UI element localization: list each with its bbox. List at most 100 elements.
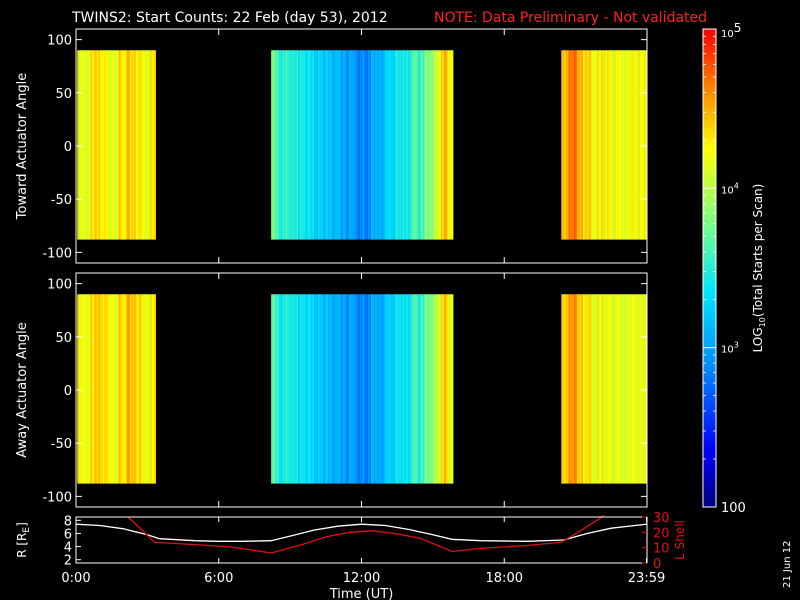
heatmap-column [634, 50, 636, 240]
heatmap-column [629, 294, 632, 484]
heatmap-column [433, 50, 436, 240]
heatmap-column [438, 294, 440, 484]
lshell-line [127, 514, 605, 554]
data-segment [561, 294, 647, 484]
heatmap-column [432, 50, 435, 240]
heatmap-column [449, 294, 452, 484]
heatmap-column [436, 50, 439, 240]
heatmap-column [574, 50, 576, 240]
heatmap-column [382, 50, 385, 240]
heatmap-column [148, 294, 151, 484]
heatmap-column [97, 294, 99, 484]
heatmap-column [572, 50, 575, 240]
heatmap-column [112, 50, 115, 240]
heatmap-column [561, 50, 564, 240]
heatmap-column [378, 50, 380, 240]
y-tick-label: -50 [51, 193, 72, 208]
heatmap-column [446, 50, 449, 240]
heatmap-column [575, 50, 578, 240]
heatmap-column [406, 294, 409, 484]
heatmap-column [288, 50, 290, 240]
heatmap-column [111, 50, 114, 240]
heatmap-column [595, 294, 598, 484]
heatmap-column [281, 50, 283, 240]
heatmap-column [318, 294, 320, 484]
preliminary-note: NOTE: Data Preliminary - Not validated [434, 10, 707, 26]
heatmap-column [289, 50, 292, 240]
heatmap-column [642, 50, 645, 240]
heatmap-column [338, 50, 340, 240]
heatmap-column [443, 50, 446, 240]
heatmap-column [273, 50, 276, 240]
heatmap-column [402, 50, 405, 240]
x-tick-label: 12:00 [343, 571, 380, 586]
heatmap-column [95, 294, 98, 484]
heatmap-column [87, 50, 89, 240]
heatmap-column [291, 294, 293, 484]
heatmap-column [356, 294, 359, 484]
heatmap-column [611, 294, 614, 484]
heatmap-column [100, 50, 102, 240]
heatmap-column [568, 294, 571, 484]
heatmap-column [325, 294, 328, 484]
heatmap-column [122, 50, 125, 240]
heatmap-column [101, 50, 104, 240]
heatmap-column [371, 294, 373, 484]
heatmap-column [592, 50, 595, 240]
heatmap-column [286, 50, 289, 240]
heatmap-column [108, 294, 111, 484]
heatmap-column [301, 50, 303, 240]
heatmap-column [352, 294, 355, 484]
heatmap-column [315, 294, 318, 484]
heatmap-column [312, 294, 315, 484]
heatmap-column [309, 294, 312, 484]
heatmap-column [366, 294, 369, 484]
heatmap-column [584, 50, 586, 240]
heatmap-column [271, 50, 273, 240]
colorbar-tick-label: 103 [721, 341, 739, 356]
heatmap-column [286, 294, 289, 484]
heatmap-column [607, 50, 609, 240]
heatmap-column [602, 294, 605, 484]
heatmap-column [608, 294, 611, 484]
heatmap-column [279, 294, 282, 484]
heatmap-column [562, 294, 565, 484]
heatmap-column [353, 294, 356, 484]
heatmap-column [349, 50, 352, 240]
heatmap-column [618, 294, 621, 484]
heatmap-column [92, 294, 95, 484]
heatmap-column [604, 50, 606, 240]
heatmap-column [128, 294, 131, 484]
heatmap-column [95, 50, 98, 240]
heatmap-column [108, 50, 111, 240]
heatmap-column [618, 50, 621, 240]
heatmap-column [120, 294, 122, 484]
heatmap-column [110, 50, 112, 240]
heatmap-column [578, 50, 581, 240]
heatmap-column [375, 50, 378, 240]
heatmap-column [101, 294, 104, 484]
heatmap-column [598, 50, 601, 240]
heatmap-column [127, 294, 129, 484]
heatmap-column [271, 294, 273, 484]
heatmap-column [628, 294, 631, 484]
heatmap-column [449, 50, 452, 240]
heatmap-column [107, 294, 109, 484]
heatmap-column [619, 50, 622, 240]
heatmap-column [591, 294, 594, 484]
heatmap-column [391, 294, 393, 484]
heatmap-column [124, 50, 127, 240]
heatmap-column [313, 50, 316, 240]
heatmap-column [361, 294, 363, 484]
heatmap-column [373, 50, 376, 240]
y-axis-label: Toward Actuator Angle [15, 73, 30, 220]
heatmap-column [631, 50, 634, 240]
heatmap-column [368, 50, 370, 240]
heatmap-column [405, 294, 408, 484]
date-stamp: 21 Jun 12 [782, 541, 793, 588]
heatmap-column [306, 294, 309, 484]
heatmap-column [615, 50, 618, 240]
heatmap-column [311, 294, 313, 484]
heatmap-column [601, 50, 604, 240]
